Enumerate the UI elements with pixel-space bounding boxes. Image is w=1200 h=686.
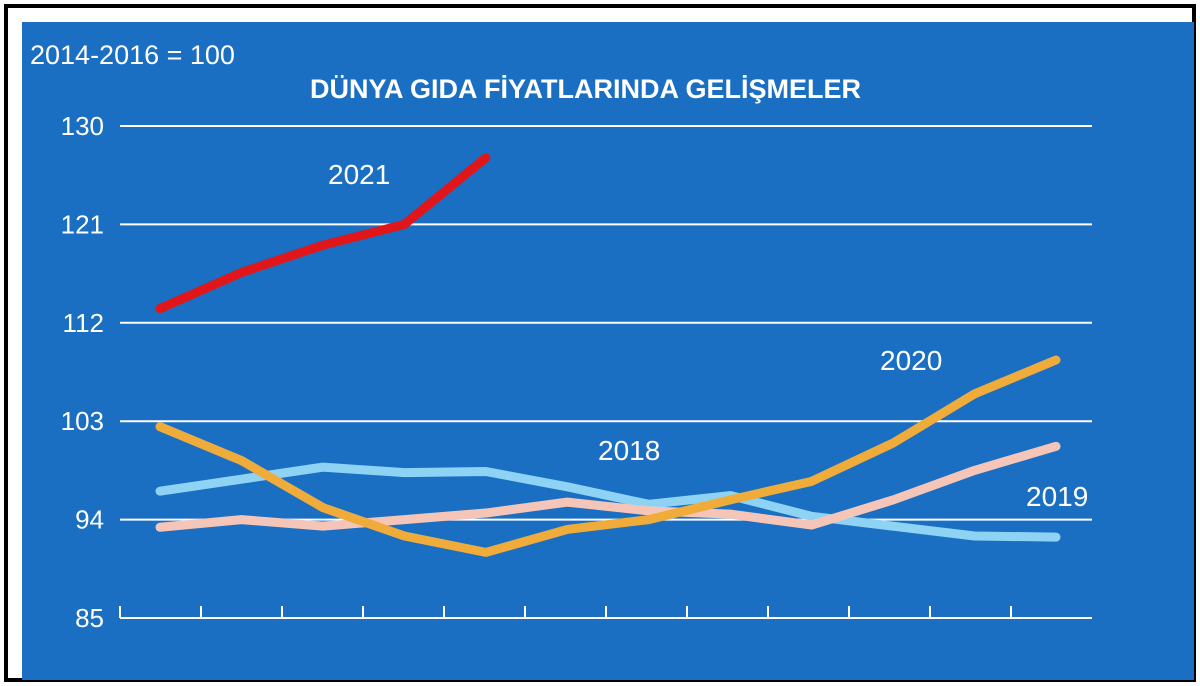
series-labels: 2018 2019 2020 2021: [328, 159, 1088, 512]
chart-title: DÜNYA GIDA FİYATLARINDA GELİŞMELER: [310, 74, 861, 104]
series-label-2018: 2018: [598, 435, 660, 466]
y-tick-130: 130: [61, 111, 104, 141]
chart-svg: 2014-2016 = 100 DÜNYA GIDA FİYATLARINDA …: [30, 40, 1092, 633]
y-tick-121: 121: [61, 209, 104, 239]
series-label-2020: 2020: [880, 345, 942, 376]
y-tick-85: 85: [75, 603, 104, 633]
series-line-2018: [155, 462, 1061, 542]
series-line-2020: [155, 355, 1061, 557]
series-layer: [155, 153, 1061, 557]
chart-frame: 2014-2016 = 100 DÜNYA GIDA FİYATLARINDA …: [4, 4, 1196, 682]
chart-panel: 2014-2016 = 100 DÜNYA GIDA FİYATLARINDA …: [22, 22, 1194, 680]
series-label-2019: 2019: [1026, 481, 1088, 512]
y-tick-103: 103: [61, 406, 104, 436]
y-tick-94: 94: [75, 505, 104, 535]
series-line-2021: [155, 153, 491, 314]
series-label-2021: 2021: [328, 159, 390, 190]
y-tick-112: 112: [63, 308, 104, 338]
series-line-2019: [155, 441, 1061, 532]
base-label: 2014-2016 = 100: [30, 40, 235, 70]
x-axis: [119, 606, 1092, 619]
y-tick-labels: 85 94 103 112 121 130: [61, 111, 104, 633]
